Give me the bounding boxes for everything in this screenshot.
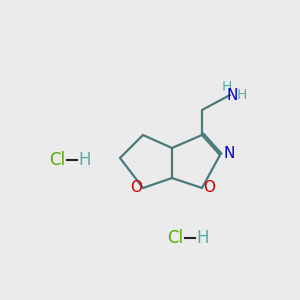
Text: Cl: Cl: [167, 229, 183, 247]
Text: Cl: Cl: [49, 151, 65, 169]
Text: O: O: [130, 181, 142, 196]
Text: N: N: [223, 146, 235, 161]
Text: H: H: [197, 229, 209, 247]
Text: H: H: [237, 88, 247, 102]
Text: H: H: [222, 80, 232, 94]
Text: N: N: [226, 88, 238, 103]
Text: H: H: [79, 151, 91, 169]
Text: O: O: [203, 181, 215, 196]
